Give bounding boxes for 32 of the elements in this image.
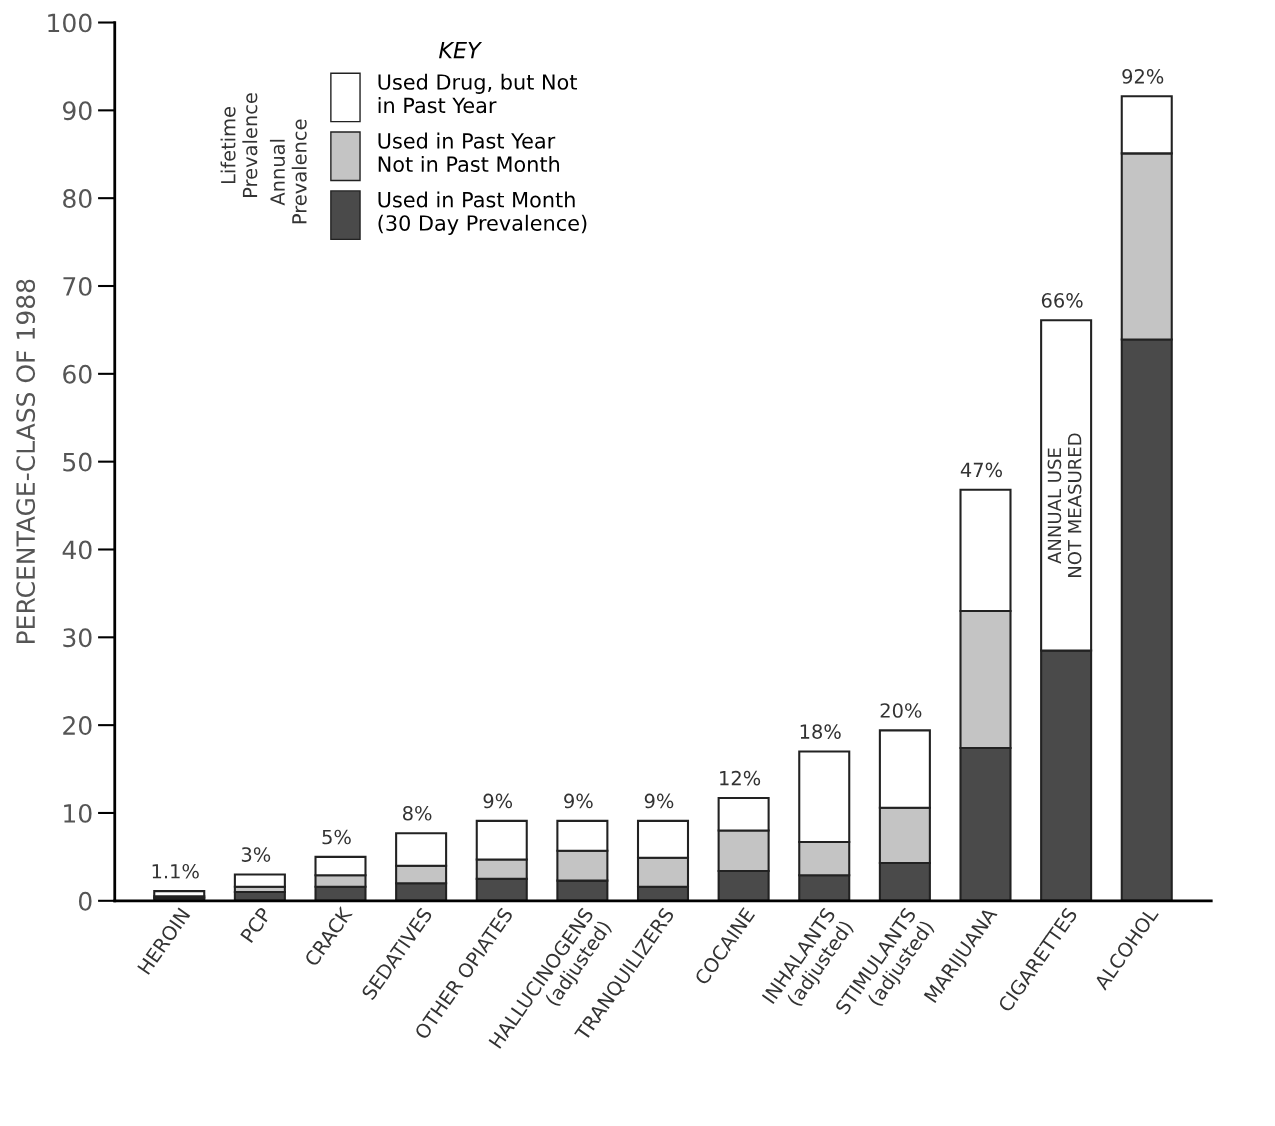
y-tick-label: 60 <box>63 364 92 384</box>
y-tick-label: 90 <box>62 101 92 121</box>
total-label: 92% <box>1122 69 1164 84</box>
total-label: 66% <box>1041 293 1083 308</box>
y-axis-title: PERCENTAGE-CLASS OF 1988 <box>16 279 36 643</box>
y-tick-label: 10 <box>64 803 92 823</box>
legend-label: Used in Past Month (30 Day Prevalence) <box>378 191 587 235</box>
legend-title: KEY <box>439 41 483 59</box>
total-label: 9% <box>564 793 593 809</box>
legend-label: Used in Past Year Not in Past Month <box>378 132 560 173</box>
total-label: 47% <box>960 462 1002 478</box>
total-label: 12% <box>720 770 761 786</box>
total-label: 3% <box>241 847 271 862</box>
y-tick-label: 50 <box>63 452 92 472</box>
annotation: Annual Prevalence <box>269 119 307 224</box>
total-label: 5% <box>322 829 351 845</box>
y-tick-label: 20 <box>63 716 92 735</box>
total-label: 18% <box>800 724 841 739</box>
annotation: ANNUAL USE NOT MEASURED <box>1047 433 1082 577</box>
y-tick-label: 0 <box>78 891 92 911</box>
total-label: 9% <box>483 793 513 809</box>
total-label: 9% <box>644 793 674 809</box>
y-tick-label: 70 <box>63 276 92 296</box>
y-tick-label: 80 <box>63 189 92 209</box>
legend-label: Used Drug, but Not in Past Year <box>378 73 577 114</box>
total-label: 20% <box>880 703 922 718</box>
annotation: Lifetime Prevalence <box>220 93 258 197</box>
y-tick-label: 100 <box>48 13 92 33</box>
total-label: 8% <box>402 805 432 821</box>
y-tick-label: 40 <box>62 540 92 560</box>
y-tick-label: 30 <box>63 628 92 648</box>
total-label: 1.1% <box>152 863 199 879</box>
